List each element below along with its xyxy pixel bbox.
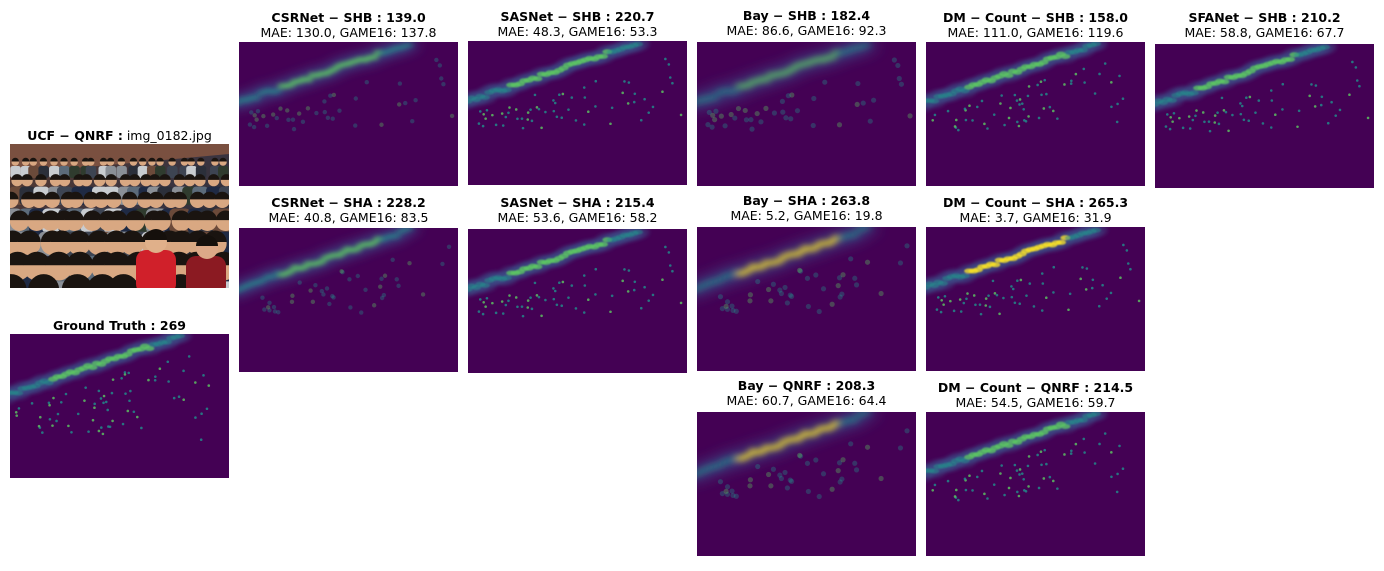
model-count: Bay − SHA : 263.8 [742, 193, 871, 208]
ground-truth-panel: Ground Truth : 269 [10, 318, 229, 478]
panel-title: SFANet − SHB : 210.2 [1155, 10, 1374, 25]
density-map [468, 41, 687, 185]
model-count: SASNet − SHB : 220.7 [500, 9, 655, 24]
model-count: SFANet − SHB : 210.2 [1188, 10, 1341, 25]
panel-bay-shb: Bay − SHB : 182.4 MAE: 86.6, GAME16: 92.… [697, 8, 916, 186]
ground-truth-title: Ground Truth : 269 [10, 318, 229, 333]
panel-metrics: MAE: 3.7, GAME16: 31.9 [959, 210, 1112, 225]
panel-title: SASNet − SHB : 220.7 [468, 9, 687, 24]
model-count: DM − Count − QNRF : 214.5 [937, 380, 1134, 395]
model-count: SASNet − SHA : 215.4 [500, 195, 655, 210]
density-map [468, 229, 687, 373]
panel-title: DM − Count − SHB : 158.0 [926, 10, 1145, 25]
panel-metrics: MAE: 86.6, GAME16: 92.3 [726, 23, 887, 38]
density-map [697, 412, 916, 556]
panel-metrics: MAE: 53.6, GAME16: 58.2 [497, 210, 658, 225]
panel-metrics: MAE: 60.7, GAME16: 64.4 [726, 393, 887, 408]
panel-title: SASNet − SHA : 215.4 [468, 195, 687, 210]
model-count: CSRNet − SHA : 228.2 [271, 195, 426, 210]
photo-title-filename: img_0182.jpg [126, 128, 212, 143]
panel-bay-sha: Bay − SHA : 263.8 MAE: 5.2, GAME16: 19.8 [697, 193, 916, 371]
panel-metrics: MAE: 48.3, GAME16: 53.3 [497, 24, 658, 39]
panel-sasnet-sha: SASNet − SHA : 215.4 MAE: 53.6, GAME16: … [468, 195, 687, 373]
panel-metrics: MAE: 130.0, GAME16: 137.8 [260, 25, 437, 40]
model-count: DM − Count − SHA : 265.3 [942, 195, 1129, 210]
ground-truth-label: Ground Truth : 269 [53, 318, 186, 333]
panel-title: DM − Count − QNRF : 214.5 [926, 380, 1145, 395]
photo-panel: UCF − QNRF : img_0182.jpg [10, 128, 229, 288]
panel-title: Bay − SHA : 263.8 [697, 193, 916, 208]
panel-title: CSRNet − SHA : 228.2 [239, 195, 458, 210]
panel-dmcount-qnrf: DM − Count − QNRF : 214.5 MAE: 54.5, GAM… [926, 380, 1145, 556]
panel-title: Bay − QNRF : 208.3 [697, 378, 916, 393]
panel-metrics: MAE: 111.0, GAME16: 119.6 [947, 25, 1124, 40]
panel-sfanet-shb: SFANet − SHB : 210.2 MAE: 58.8, GAME16: … [1155, 10, 1374, 188]
panel-metrics: MAE: 54.5, GAME16: 59.7 [955, 395, 1116, 410]
density-map [239, 42, 458, 186]
panel-metrics: MAE: 58.8, GAME16: 67.7 [1184, 25, 1345, 40]
panel-dmcount-shb: DM − Count − SHB : 158.0 MAE: 111.0, GAM… [926, 10, 1145, 186]
density-map [239, 228, 458, 372]
density-map [697, 227, 916, 371]
panel-title: Bay − SHB : 182.4 [697, 8, 916, 23]
panel-metrics: MAE: 5.2, GAME16: 19.8 [730, 208, 883, 223]
model-count: CSRNet − SHB : 139.0 [271, 10, 426, 25]
panel-csrnet-sha: CSRNet − SHA : 228.2 MAE: 40.8, GAME16: … [239, 195, 458, 372]
density-map [926, 42, 1145, 186]
density-map [1155, 44, 1374, 188]
panel-bay-qnrf: Bay − QNRF : 208.3 MAE: 60.7, GAME16: 64… [697, 378, 916, 556]
model-count: Bay − QNRF : 208.3 [737, 378, 876, 393]
density-map [926, 227, 1145, 371]
model-count: DM − Count − SHB : 158.0 [943, 10, 1128, 25]
panel-csrnet-shb: CSRNet − SHB : 139.0 MAE: 130.0, GAME16:… [239, 10, 458, 186]
panel-title: DM − Count − SHA : 265.3 [926, 195, 1145, 210]
ground-truth-density-map [10, 334, 229, 478]
density-map [697, 42, 916, 186]
panel-dmcount-sha: DM − Count − SHA : 265.3 MAE: 3.7, GAME1… [926, 195, 1145, 371]
photo-title-dataset: UCF − QNRF : [27, 128, 123, 143]
panel-title: CSRNet − SHB : 139.0 [239, 10, 458, 25]
photo-title: UCF − QNRF : img_0182.jpg [10, 128, 229, 143]
panel-metrics: MAE: 40.8, GAME16: 83.5 [268, 210, 429, 225]
panel-sasnet-shb: SASNet − SHB : 220.7 MAE: 48.3, GAME16: … [468, 9, 687, 185]
density-map [926, 412, 1145, 556]
model-count: Bay − SHB : 182.4 [742, 8, 871, 23]
crowd-photo [10, 144, 229, 288]
